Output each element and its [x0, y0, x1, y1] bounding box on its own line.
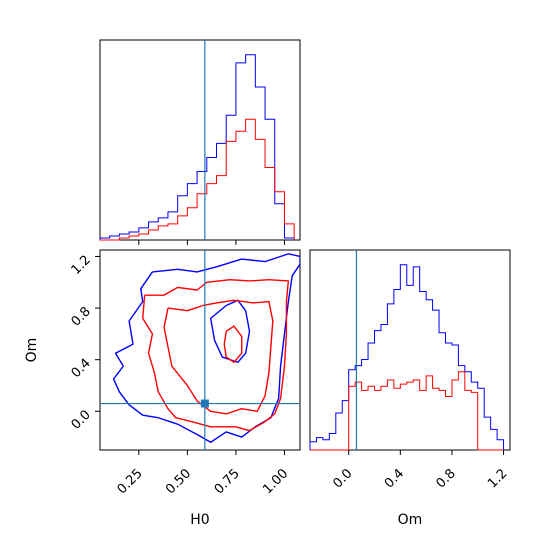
contour-clipped-group: [100, 250, 300, 450]
contour-line-blue-0: [112, 253, 300, 443]
h0-histogram-series: [99, 40, 295, 241]
h0-x-tick-label-2: 0.75: [212, 466, 243, 497]
y-axis-label-om: Om: [24, 338, 40, 363]
x-axis-label-om: Om: [398, 512, 423, 528]
om-histogram-frame: [309, 249, 511, 451]
contour-line-red-4: [223, 325, 243, 363]
om-histogram-series: [309, 250, 505, 451]
truth-marker: [200, 399, 209, 408]
om-y-tick-label-0: 0.0: [69, 408, 94, 433]
h0-x-tick-label-1: 0.50: [163, 466, 194, 497]
contour-panel: 0.25 0.50 0.75 1.00 0.0 0.4 0.8 1.2: [69, 249, 301, 498]
om-x-tick-label-2: 0.8: [434, 466, 459, 491]
h0-histogram-red: [100, 118, 295, 241]
contour-line-red-3: [163, 299, 274, 415]
h0-histogram-blue: [99, 54, 295, 240]
om-histogram-red: [310, 371, 504, 451]
h0-histogram-ticks: [138, 240, 285, 245]
contour-line-blue-1: [209, 299, 251, 363]
contour-lines: [100, 250, 300, 450]
om-y-tick-label-1: 0.4: [69, 356, 94, 381]
contour-ticks: 0.25 0.50 0.75 1.00 0.0 0.4 0.8 1.2: [69, 253, 292, 498]
om-histogram-blue: [309, 264, 505, 450]
h0-x-tick-label-3: 1.00: [260, 466, 291, 497]
om-x-tick-label-1: 0.4: [382, 466, 407, 491]
h0-histogram-frame: [99, 39, 301, 241]
contour-line-red-2: [142, 278, 290, 432]
om-y-tick-label-2: 0.8: [69, 304, 94, 329]
h0-histogram-panel: [99, 39, 301, 245]
om-x-tick-label-3: 1.2: [485, 466, 510, 491]
x-axis-label-h0: H0: [190, 512, 209, 528]
om-histogram-ticks: 0.0 0.4 0.8 1.2: [330, 450, 510, 491]
om-histogram-panel: 0.0 0.4 0.8 1.2: [309, 249, 511, 491]
om-y-tick-label-3: 1.2: [69, 253, 94, 278]
om-x-tick-label-0: 0.0: [330, 466, 355, 491]
h0-x-tick-label-0: 0.25: [115, 466, 146, 497]
contour-frame: [99, 249, 301, 451]
